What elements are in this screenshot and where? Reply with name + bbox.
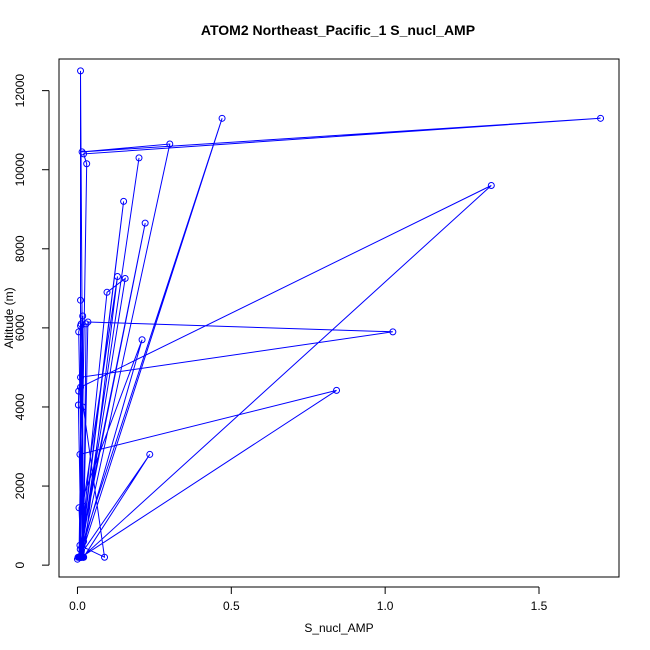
data-point bbox=[77, 553, 85, 561]
data-point bbox=[80, 150, 88, 158]
data-point bbox=[76, 541, 84, 549]
data-point bbox=[77, 67, 85, 75]
y-tick-label: 6000 bbox=[13, 314, 27, 341]
data-point bbox=[79, 312, 87, 320]
data-point bbox=[141, 219, 149, 227]
data-point bbox=[333, 386, 341, 394]
data-point bbox=[77, 296, 85, 304]
data-point bbox=[103, 288, 111, 296]
data-point bbox=[75, 328, 83, 336]
x-tick-label: 0.5 bbox=[223, 599, 240, 613]
data-point bbox=[120, 197, 128, 205]
y-axis: 0 2000 4000 6000 8000 10000 12000 bbox=[13, 74, 50, 568]
data-point bbox=[77, 383, 85, 391]
y-tick-label: 12000 bbox=[13, 74, 27, 108]
y-tick-label: 8000 bbox=[13, 235, 27, 262]
x-tick-label: 1.0 bbox=[377, 599, 394, 613]
x-tick-label: 0.0 bbox=[69, 599, 86, 613]
data-point bbox=[79, 502, 87, 510]
data-point bbox=[166, 140, 174, 148]
data-point bbox=[79, 403, 87, 411]
data-point bbox=[80, 537, 88, 545]
data-point bbox=[101, 553, 109, 561]
y-axis-label: Altitude (m) bbox=[2, 287, 16, 348]
data-point bbox=[113, 272, 121, 280]
data-point bbox=[84, 318, 92, 326]
y-tick-label: 4000 bbox=[13, 393, 27, 420]
series-layer bbox=[73, 67, 605, 563]
data-point bbox=[121, 274, 129, 282]
data-point bbox=[75, 504, 83, 512]
data-point bbox=[218, 114, 226, 122]
chart-title: ATOM2 Northeast_Pacific_1 S_nucl_AMP bbox=[201, 22, 475, 38]
data-point bbox=[80, 553, 88, 561]
y-tick-label: 10000 bbox=[13, 153, 27, 187]
data-point bbox=[146, 450, 154, 458]
data-point bbox=[597, 114, 605, 122]
data-point bbox=[135, 154, 143, 162]
data-point bbox=[77, 373, 85, 381]
data-point bbox=[78, 148, 86, 156]
data-point bbox=[76, 545, 84, 553]
data-point bbox=[76, 450, 84, 458]
data-point bbox=[74, 401, 82, 409]
data-point bbox=[138, 336, 146, 344]
x-axis-label: S_nucl_AMP bbox=[304, 621, 373, 635]
y-tick-label: 2000 bbox=[13, 472, 27, 499]
data-point bbox=[487, 182, 495, 190]
plot-frame bbox=[58, 58, 620, 578]
x-axis: 0.0 0.5 1.0 1.5 bbox=[69, 586, 548, 613]
data-point bbox=[75, 387, 83, 395]
data-point bbox=[77, 320, 85, 328]
data-point bbox=[389, 328, 397, 336]
x-tick-label: 1.5 bbox=[531, 599, 548, 613]
data-point bbox=[83, 160, 91, 168]
y-tick-label: 0 bbox=[13, 561, 27, 568]
series-line bbox=[77, 70, 601, 560]
